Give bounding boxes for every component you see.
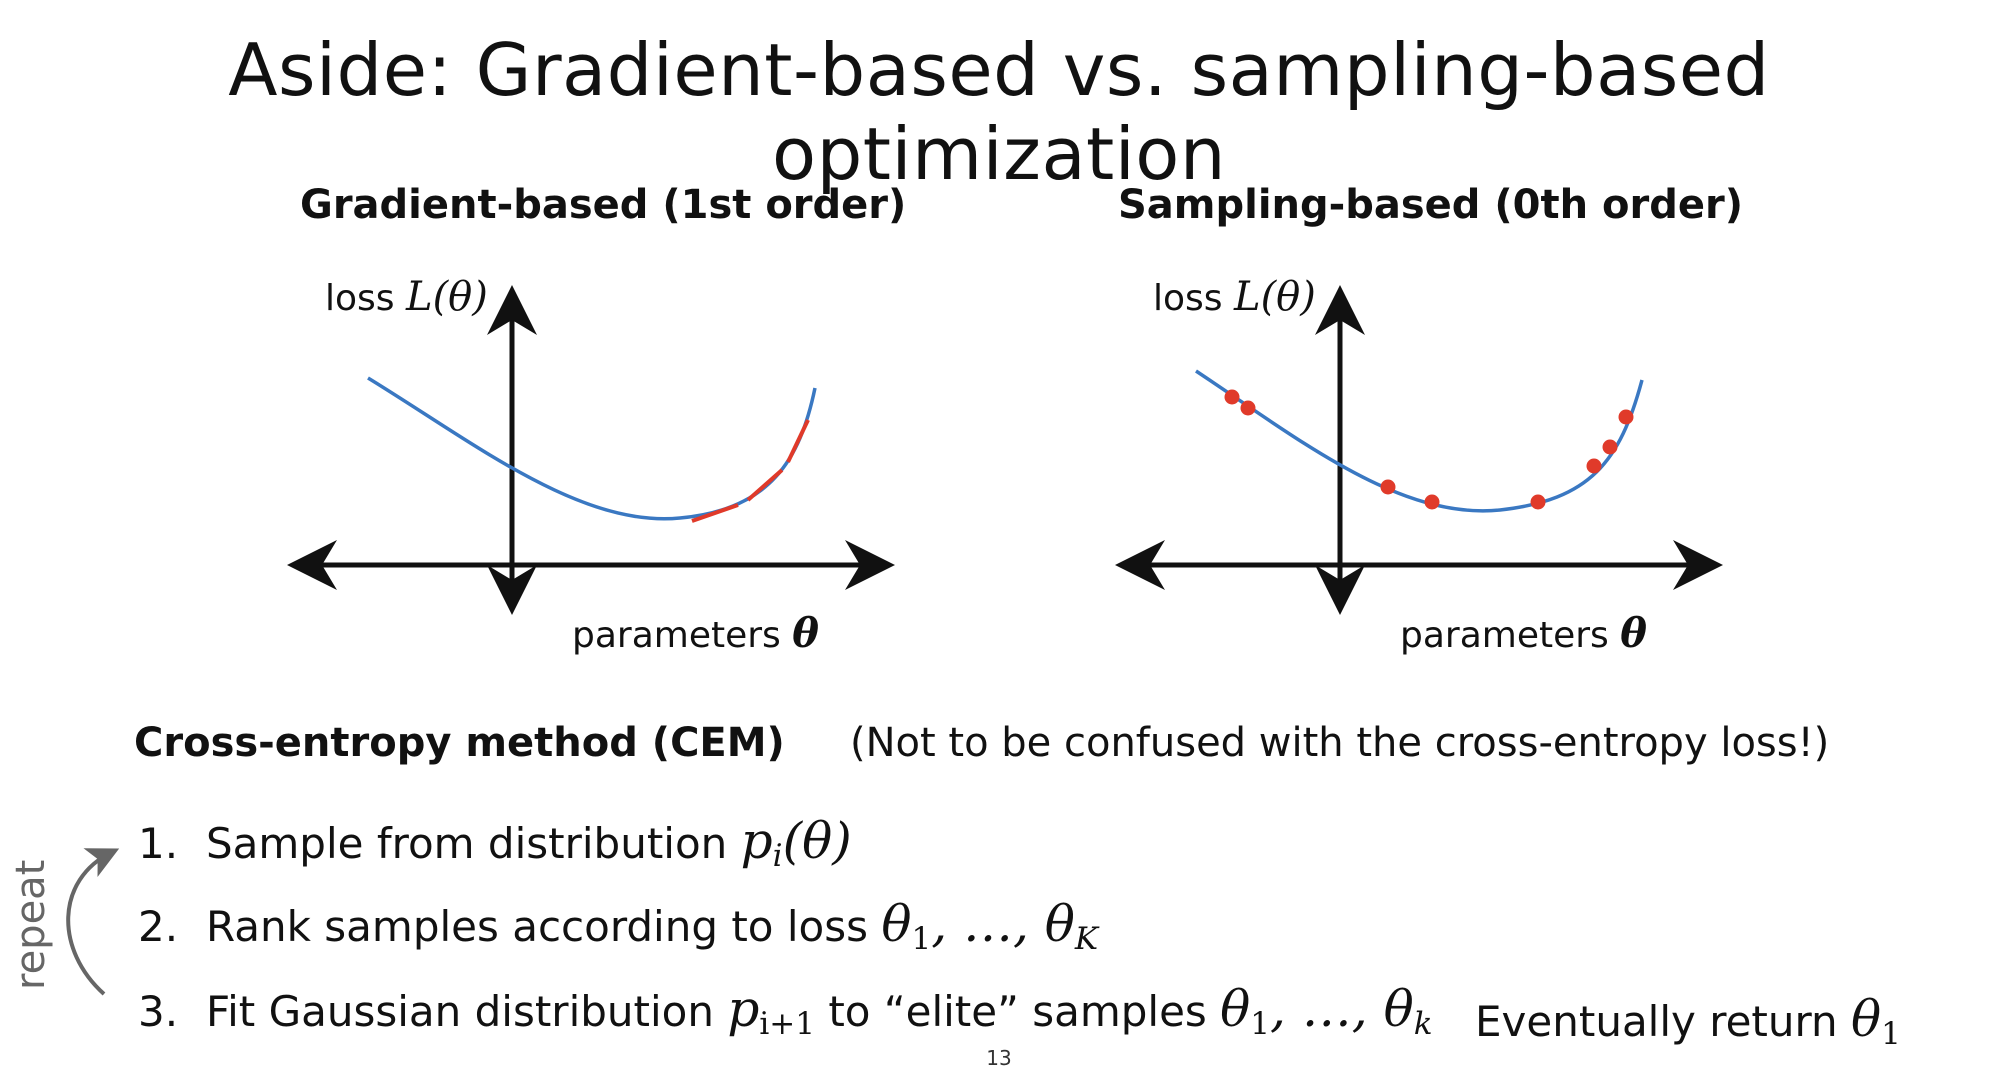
sampling-x-axis-label: parameters θ [1400, 610, 1647, 657]
repeat-arrow [66, 848, 120, 996]
tangent-dash-2 [746, 468, 784, 502]
gradient-y-axis-label: loss L(θ) [325, 274, 488, 320]
cem-step-3: 3. Fit Gaussian distribution pi+1 to “eli… [138, 980, 1433, 1042]
tangent-dash-3 [786, 419, 810, 463]
cem-title: Cross-entropy method (CEM) [134, 720, 785, 766]
cem-step-1: 1. Sample from distribution pi(θ) [138, 812, 852, 874]
sample-point-2 [1240, 400, 1256, 416]
sample-point-1 [1224, 389, 1240, 405]
sample-point-4 [1424, 494, 1440, 510]
sample-point-5 [1530, 494, 1546, 510]
gradient-x-axis-label: parameters θ [572, 610, 819, 657]
sampling-loss-curve [1195, 369, 1644, 513]
sample-point-7 [1602, 439, 1618, 455]
tangent-dash-1 [691, 503, 739, 523]
page-number: 13 [986, 1046, 1012, 1070]
sample-point-8 [1618, 409, 1634, 425]
gradient-panel-title: Gradient-based (1st order) [300, 182, 907, 228]
sample-point-6 [1586, 458, 1602, 474]
sampling-panel-title: Sampling-based (0th order) [1118, 182, 1743, 228]
slide-title: Aside: Gradient-based vs. sampling-based… [228, 28, 1770, 196]
sampling-y-axis-label: loss L(θ) [1153, 274, 1316, 320]
gradient-tangent-dashes [691, 419, 810, 523]
gradient-axes [287, 285, 895, 615]
eventually-return: Eventually return θ1 [1475, 990, 1901, 1052]
repeat-label: repeat [8, 859, 54, 990]
sampling-axes [1115, 285, 1723, 615]
cem-note: (Not to be confused with the cross-entro… [850, 720, 1830, 766]
sample-point-3 [1380, 479, 1396, 495]
cem-step-2: 2. Rank samples according to loss θ1, …, … [138, 895, 1099, 957]
sampling-points [1224, 389, 1634, 510]
